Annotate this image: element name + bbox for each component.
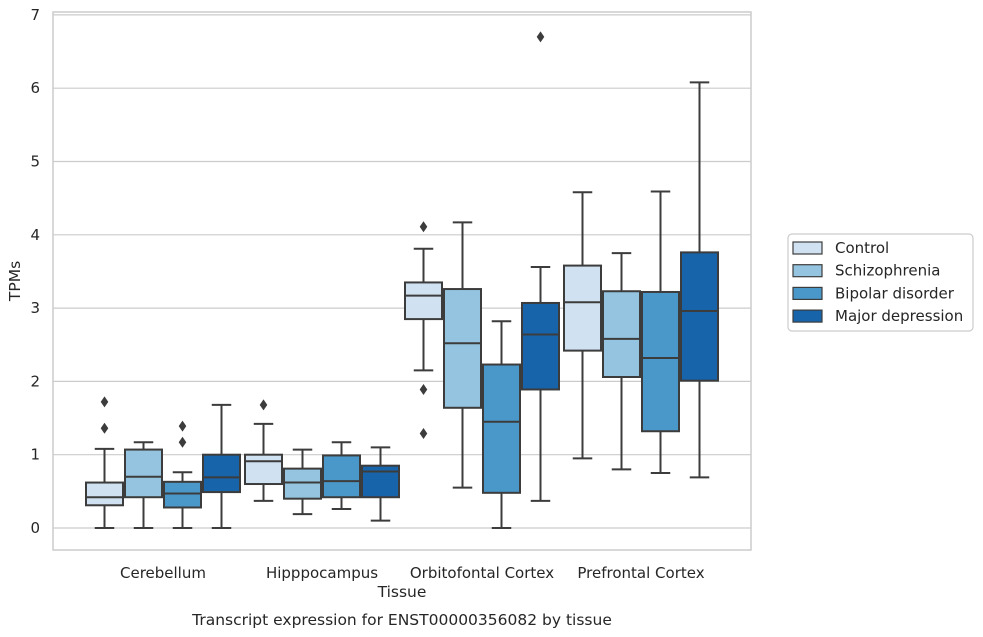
outlier-point [100,396,109,408]
box-control [244,399,283,502]
box-iqr [641,290,680,433]
x-tick-label: Prefrontal Cortex [577,564,704,582]
box-iqr [163,480,202,509]
box-iqr [361,464,400,499]
x-tick-label: Orbitofontal Cortex [410,564,554,582]
y-tick-label: 5 [30,153,40,171]
y-tick-labels: 0 1 2 3 4 5 6 7 [30,6,40,537]
y-tick-label: 6 [30,79,40,97]
box-schizophrenia [443,221,482,489]
box-iqr [124,448,163,499]
box-iqr [85,481,124,507]
box-iqr [563,264,602,352]
y-tick-label: 1 [30,446,40,464]
y-tick-label: 3 [30,299,40,317]
box-control [563,191,602,460]
box-iqr [521,301,560,391]
x-axis-title: Tissue [377,583,427,601]
box-schizophrenia [602,252,641,471]
box-iqr [404,281,443,321]
box-iqr [680,251,719,382]
outlier-point [419,221,428,233]
outlier-point [419,383,428,395]
outlier-point [178,436,187,448]
y-axis-title: TPMs [6,261,24,302]
outlier-point [178,420,187,432]
legend-swatch [792,286,823,300]
box-iqr [322,454,361,499]
legend-swatch [792,309,823,323]
box-bipolar-disorder [163,420,202,529]
outlier-point [536,31,545,43]
box-major-depression [202,403,241,529]
x-tick-labels: Cerebellum Hipppocampus Orbitofontal Corte… [120,564,705,582]
legend-frame [787,233,974,332]
box-iqr [283,467,322,500]
box-schizophrenia [283,448,322,516]
box-iqr [482,363,521,494]
box-bipolar-disorder [641,190,680,475]
box-major-depression [521,31,560,502]
y-tick-label: 2 [30,372,40,390]
box-groups [85,31,719,529]
x-tick-label: Cerebellum [120,564,206,582]
plot-area [52,11,752,551]
box-bipolar-disorder [322,441,361,510]
legend: Control Schizophrenia Bipolar disorder Majo… [787,233,974,332]
y-tick-label: 4 [30,226,40,244]
box-iqr [202,453,241,494]
outlier-point [259,399,268,411]
box-major-depression [361,446,400,522]
legend-label: Control [835,239,889,257]
box-iqr [602,290,641,379]
legend-swatch [792,241,823,255]
box-control [404,221,443,439]
legend-swatch [792,264,823,278]
legend-label: Major depression [835,307,963,325]
outlier-point [100,422,109,434]
box-iqr [443,288,482,409]
x-tick-label: Hipppocampus [266,564,378,582]
y-tick-label: 7 [30,6,40,24]
box-major-depression [680,81,719,479]
box-iqr [244,453,283,486]
box-control [85,396,124,529]
box-schizophrenia [124,441,163,529]
box-bipolar-disorder [482,320,521,529]
outlier-point [419,427,428,439]
y-tick-label: 0 [30,519,40,537]
legend-label: Bipolar disorder [835,284,955,302]
legend-label: Schizophrenia [835,262,940,280]
grid-lines [53,14,751,529]
chart-caption: Transcript expression for ENST0000035608… [191,611,612,629]
